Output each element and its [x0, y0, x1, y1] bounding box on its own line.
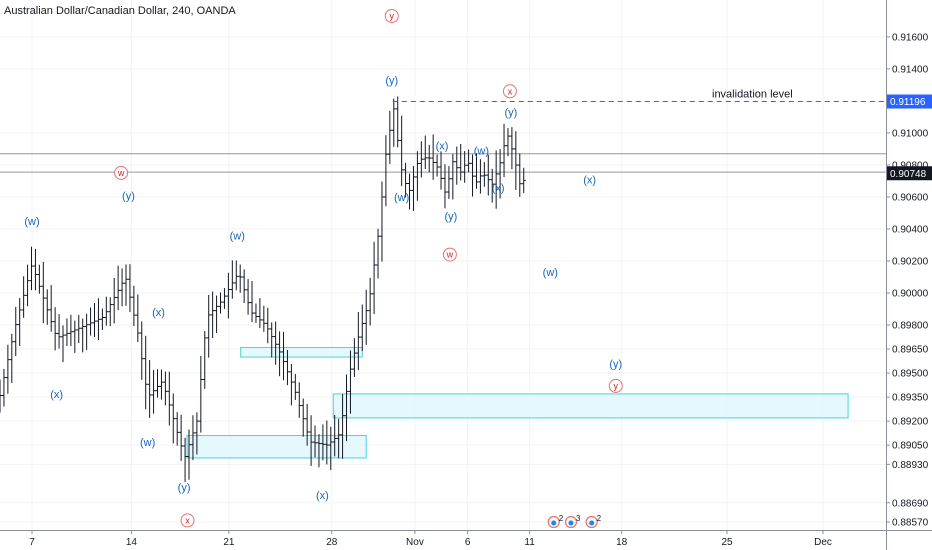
horizontal-lines — [0, 153, 886, 173]
wave-circle — [502, 84, 517, 99]
y-tick-label: 0.89650 — [892, 345, 929, 356]
y-tick-label: 0.90000 — [892, 289, 929, 300]
x-tick-label: 14 — [126, 537, 138, 548]
y-tick-label: 0.89800 — [892, 321, 929, 332]
wave-label: (w) — [474, 146, 489, 158]
price-axis[interactable]: 0.91600 0.91400 0.91000 0.90800 0.90600 0.904… — [886, 32, 932, 528]
event-count: 2 — [559, 514, 564, 523]
plot-background — [0, 0, 886, 530]
x-tick-label: 18 — [616, 537, 628, 548]
wave-labels: (w) (x) (y) (x) (w) (y) (w) (x) (y) (w) (x) (y) (w) (… — [24, 9, 623, 528]
wave-label: (x) — [583, 174, 596, 186]
zone-rectangle — [332, 393, 849, 419]
wave-label: (x) — [50, 389, 63, 401]
wave-label: (w) — [140, 437, 155, 449]
wave-label: (x) — [152, 307, 165, 319]
x-tick-label: 28 — [326, 537, 338, 548]
y-tick-label: 0.88690 — [892, 498, 929, 509]
price-bars — [0, 96, 526, 482]
wave-circle — [442, 247, 457, 262]
wave-label-red: y — [390, 11, 395, 21]
event-icon-dot — [589, 520, 595, 526]
x-tick-label: 6 — [465, 537, 471, 548]
rectangle-zones — [186, 346, 849, 459]
wave-label-red: w — [446, 250, 454, 260]
wave-label: (x) — [316, 490, 329, 502]
y-tick-label: 0.90600 — [892, 192, 929, 203]
y-tick-label: 0.88930 — [892, 460, 929, 471]
y-tick-label: 0.91000 — [892, 128, 929, 139]
event-icon-dot — [551, 520, 557, 526]
wave-circle — [608, 378, 623, 393]
wave-label: (y) — [444, 211, 457, 223]
wave-label-red: x — [508, 86, 513, 96]
y-tick-label: 0.91400 — [892, 64, 929, 75]
y-tick-label: 0.91600 — [892, 32, 929, 43]
invalidation-price-tag — [887, 94, 932, 109]
last-price-tag — [887, 166, 932, 181]
zone-rectangle — [186, 435, 367, 459]
x-tick-label: 11 — [524, 537, 535, 548]
wave-label: (y) — [178, 482, 191, 494]
y-tick-label: 0.89500 — [892, 369, 929, 380]
wave-label: (y) — [122, 190, 135, 202]
time-axis[interactable]: 7 14 21 28 Nov 6 11 18 25 Dec — [29, 530, 832, 548]
chart-title: Australian Dollar/Canadian Dollar, 240, … — [4, 5, 236, 17]
wave-label: (w) — [543, 267, 558, 279]
last-price-tag-text: 0.90748 — [890, 169, 927, 180]
x-tick-label: Nov — [406, 537, 424, 548]
wave-label: (y) — [385, 75, 398, 87]
x-tick-label: 25 — [721, 537, 733, 548]
y-tick-label: 0.90200 — [892, 256, 929, 267]
wave-label: (x) — [436, 141, 449, 153]
y-tick-label: 0.89050 — [892, 441, 929, 452]
x-tick-label: 7 — [29, 537, 35, 548]
x-tick-label: Dec — [814, 537, 832, 548]
wave-label: (y) — [609, 358, 622, 370]
wave-label: (w) — [394, 192, 409, 204]
y-tick-label: 0.89350 — [892, 393, 929, 404]
wave-circle — [114, 165, 129, 180]
event-icon-dot — [568, 520, 574, 526]
wave-circle — [180, 513, 195, 528]
wave-label-red: x — [185, 515, 190, 525]
y-tick-label: 0.90800 — [892, 160, 929, 171]
y-tick-label: 0.88570 — [892, 517, 929, 528]
zone-rectangle — [240, 346, 363, 358]
invalidation-price-tag-text: 0.91196 — [890, 97, 926, 108]
x-tick-label: 21 — [223, 537, 235, 548]
event-count: 2 — [597, 514, 602, 523]
wave-label: (x) — [492, 182, 505, 194]
event-badges: 2 3 2 — [547, 514, 602, 529]
invalidation-label: invalidation level — [712, 89, 793, 101]
event-count: 3 — [576, 514, 581, 523]
wave-label: (y) — [505, 107, 518, 119]
wave-circle — [384, 9, 399, 24]
y-tick-label: 0.90400 — [892, 224, 929, 235]
wave-label-red: w — [117, 168, 125, 178]
y-tick-label: 0.89200 — [892, 417, 929, 428]
wave-label: (w) — [230, 230, 245, 242]
wave-label: (w) — [24, 216, 39, 228]
invalidation-line: invalidation level — [392, 89, 886, 103]
wave-label-red: y — [614, 381, 619, 391]
